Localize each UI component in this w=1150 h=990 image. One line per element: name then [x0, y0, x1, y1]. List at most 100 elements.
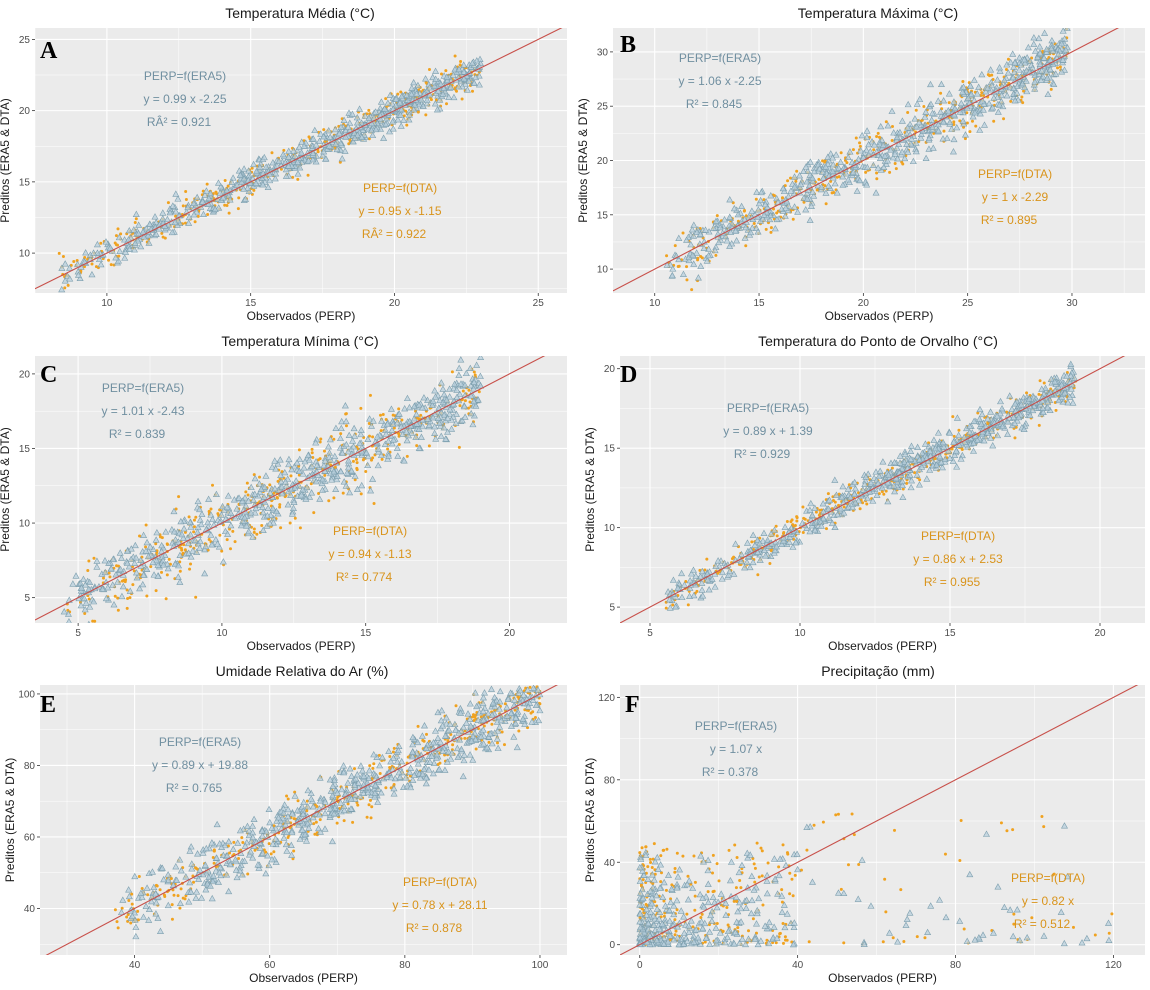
dta-point: [228, 527, 232, 531]
dta-point: [714, 253, 718, 257]
y-tick-label: 100: [18, 689, 35, 700]
dta-point: [296, 799, 300, 803]
dta-point: [116, 227, 120, 231]
dta-point: [814, 510, 818, 514]
era5-point: [86, 603, 94, 610]
era5-point: [470, 378, 478, 385]
dta-point: [275, 496, 279, 500]
era5-point: [403, 394, 411, 402]
era5-point: [333, 145, 341, 153]
era5-r2: RÂ² = 0.921: [147, 114, 212, 129]
era5-point: [738, 202, 746, 210]
dta-point: [296, 177, 300, 181]
era5-point: [863, 127, 871, 134]
era5-point: [97, 260, 105, 268]
era5-point: [771, 224, 779, 232]
dta-point: [179, 546, 183, 550]
era5-point: [174, 195, 182, 202]
identity-line: [35, 356, 546, 621]
dta-point: [160, 231, 164, 235]
dta-point: [255, 532, 259, 536]
dta-point: [160, 570, 164, 574]
era5-point: [802, 206, 810, 213]
dta-point: [858, 141, 862, 145]
dta-point: [246, 493, 250, 497]
era5-point: [117, 554, 126, 561]
era5-point: [190, 211, 198, 218]
era5-point: [396, 99, 404, 106]
era5-point: [372, 108, 380, 115]
era5-point: [309, 149, 317, 156]
era5-point: [132, 569, 141, 576]
era5-point: [294, 170, 302, 177]
era5-point: [833, 189, 841, 196]
era5-point: [378, 417, 386, 424]
dta-point: [233, 540, 237, 544]
era5-point: [748, 213, 756, 221]
era5-point: [1031, 47, 1039, 54]
dta-point: [372, 502, 376, 506]
era5-point: [934, 97, 942, 104]
era5-point: [219, 558, 227, 565]
era5-point: [779, 184, 787, 192]
dta-label: PERP=f(DTA): [921, 529, 995, 543]
era5-point: [131, 541, 139, 549]
dta-point: [864, 170, 868, 174]
dta-point: [1020, 95, 1024, 99]
era5-point: [455, 371, 463, 378]
dta-point: [172, 893, 176, 897]
era5-point: [397, 122, 405, 129]
era5-point: [984, 415, 992, 422]
era5-point: [705, 251, 713, 259]
dta-label: PERP=f(DTA): [363, 181, 437, 195]
era5-point: [253, 167, 261, 175]
dta-point: [193, 220, 197, 224]
era5-point: [268, 463, 276, 470]
dta-point: [116, 596, 120, 600]
era5-point: [153, 556, 161, 564]
era5-point: [1051, 378, 1059, 385]
era5-point: [879, 458, 887, 465]
era5-point: [163, 215, 171, 223]
era5-point: [949, 148, 957, 155]
era5-point: [1011, 419, 1019, 427]
era5-point: [939, 135, 947, 142]
era5-point: [907, 140, 915, 147]
era5-point: [817, 522, 825, 529]
era5-point: [384, 99, 392, 106]
era5-point: [666, 604, 674, 611]
dta-point: [144, 523, 148, 527]
era5-point: [901, 450, 909, 458]
era5-point: [224, 530, 232, 537]
era5-point: [787, 187, 795, 194]
era5-point: [818, 183, 826, 190]
dta-point: [781, 196, 785, 200]
era5-point: [888, 107, 896, 114]
dta-point: [858, 507, 862, 511]
dta-point: [327, 499, 331, 503]
dta-point: [384, 417, 388, 421]
scatter-points: [60, 356, 485, 623]
era5-point: [687, 570, 695, 577]
y-tick-label: 20: [19, 369, 31, 380]
era5-point: [730, 570, 738, 577]
dta-point: [378, 772, 382, 776]
era5-point: [241, 494, 249, 501]
era5-point: [970, 76, 978, 83]
era5-point: [966, 428, 974, 436]
dta-label: PERP=f(DTA): [978, 167, 1052, 181]
dta-point: [145, 594, 149, 598]
dta-point: [875, 171, 879, 175]
era5-point: [107, 565, 115, 572]
era5-point: [922, 108, 930, 115]
dta-point: [339, 432, 343, 436]
dta-point: [83, 255, 87, 259]
era5-point: [385, 452, 393, 459]
dta-point: [270, 151, 274, 155]
dta-point: [482, 724, 486, 728]
dta-point: [72, 259, 76, 263]
era5-point: [753, 188, 761, 195]
era5-point: [1011, 97, 1019, 104]
era5-point: [345, 457, 353, 464]
era5-point: [434, 414, 442, 421]
